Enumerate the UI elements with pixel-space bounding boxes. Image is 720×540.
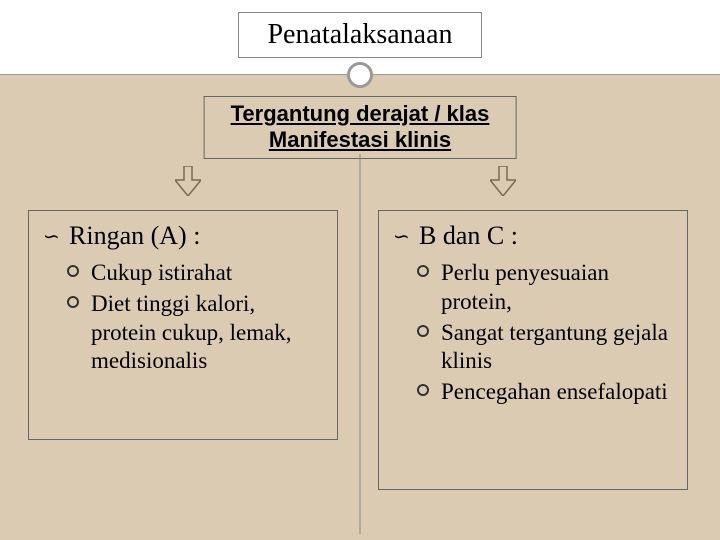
left-heading: ∽ Ringan (A) : [43,221,323,251]
down-arrow-icon [490,166,516,196]
list-item: Pencegahan ensefalopati [393,378,673,407]
right-heading: ∽ B dan C : [393,221,673,251]
subtitle-box: Tergantung derajat / klas Manifestasi kl… [204,96,517,159]
connector-icon [347,62,373,88]
down-arrow-icon [175,166,201,196]
subtitle-line2: Manifestasi klinis [269,127,451,152]
bullet-circle-icon [417,384,429,396]
right-column: ∽ B dan C : Perlu penyesuaian protein, S… [378,210,688,490]
bullet-swirl-icon: ∽ [43,227,60,247]
list-item-text: Diet tinggi kalori, protein cukup, lemak… [91,291,292,374]
list-item: Perlu penyesuaian protein, [393,259,673,317]
left-heading-text: Ringan (A) : [69,221,200,250]
bullet-swirl-icon: ∽ [393,227,410,247]
list-item-text: Perlu penyesuaian protein, [441,260,609,314]
page-title: Penatalaksanaan [238,12,481,58]
list-item: Cukup istirahat [43,259,323,288]
list-item-text: Cukup istirahat [91,260,232,285]
bullet-circle-icon [417,265,429,277]
list-item-text: Sangat tergantung gejala klinis [441,320,668,374]
list-item-text: Pencegahan ensefalopati [441,379,668,404]
list-item: Sangat tergantung gejala klinis [393,319,673,377]
subtitle-line1: Tergantung derajat / klas [231,101,490,126]
left-column: ∽ Ringan (A) : Cukup istirahat Diet ting… [28,210,338,440]
right-heading-text: B dan C : [419,221,518,250]
bullet-circle-icon [67,265,79,277]
bullet-circle-icon [417,325,429,337]
vertical-divider [360,154,361,534]
list-item: Diet tinggi kalori, protein cukup, lemak… [43,290,323,376]
bullet-circle-icon [67,296,79,308]
